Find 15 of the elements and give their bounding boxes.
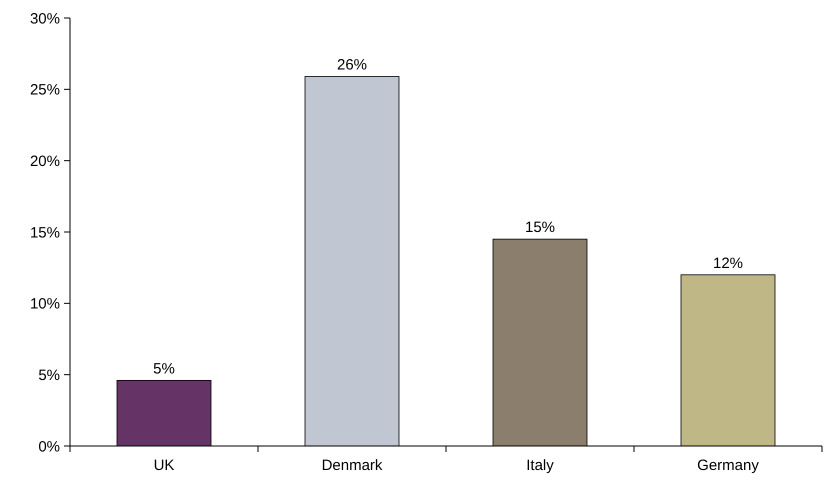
y-tick-label: 10% [30, 296, 60, 313]
y-tick-label: 30% [30, 10, 60, 28]
y-tick-label: 0% [38, 438, 60, 456]
x-tick-label: UK [154, 457, 174, 474]
y-tick-label: 5% [38, 366, 60, 384]
x-tick-label: Denmark [322, 457, 383, 474]
y-tick-label: 15% [30, 224, 60, 242]
x-tick-label: Italy [526, 457, 554, 474]
data-label: 15% [524, 219, 556, 236]
data-label: 5% [153, 360, 175, 378]
data-label: 26% [336, 56, 368, 74]
data-label: 12% [712, 254, 744, 272]
y-tick-label: 20% [30, 152, 60, 170]
x-tick-label: Germany [697, 457, 760, 474]
y-tick-label: 25% [30, 82, 60, 99]
